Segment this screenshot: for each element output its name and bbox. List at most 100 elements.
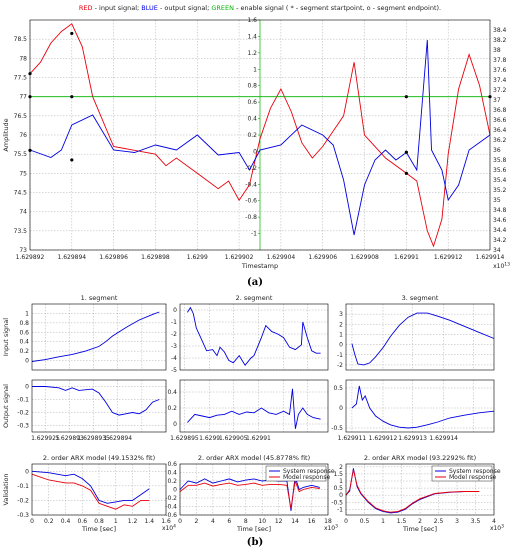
middle-tick-label: 1 [253,66,257,73]
plot-frame [345,379,495,433]
x-tick-label: 1.629898 [141,254,170,261]
x-exponent-label: x103 [324,524,338,533]
middle-tick-label: 0.4 [247,116,257,123]
x-tick-label: 1.629908 [350,254,379,261]
y-tick-label: -0.2 [17,497,29,504]
x-tick-label: 1.629911 [338,435,367,442]
x-tick-label: 1.629913 [398,435,427,442]
series-model-response [31,473,150,510]
x-tick-label: 3 [455,518,459,525]
plot-frame [179,303,329,371]
middle-tick-label: -1 [251,231,257,238]
middle-tick-label: 0.6 [247,99,257,106]
x-tick-label: 1.629896 [99,254,128,261]
series-line [31,311,160,362]
y-tick-label: 0 [339,342,343,349]
x-tick-label: 1.4 [144,518,154,525]
x-tick-label: 3.5 [471,518,481,525]
y-tick-label: -0.2 [165,495,177,502]
series-line [32,386,160,416]
validation-plot-3: 0 0.5 1 1.5 2 2.5 3 3.5 4-1-0.500.511.522. order… [331,454,504,533]
x-tick-label: 16 [308,518,316,525]
y-right-tick-label: 37 [493,97,501,104]
y-right-tick-label: 36.4 [493,127,507,134]
middle-tick-label: 0 [253,148,257,155]
y-left-tick-label: 77.5 [14,75,28,82]
y-tick-label: 0.4 [167,389,177,396]
x-tick-label: 0.6 [77,518,87,525]
plot-title: 1. segment [81,294,118,302]
y-tick-label: -0.6 [165,512,177,519]
series-line [187,306,321,366]
x-exponent-label: x103 [490,524,504,533]
middle-tick-label: 1.6 [247,17,257,24]
plot-frame [179,379,329,433]
y-right-tick-label: 36.2 [493,137,507,144]
y-axis-label: Validation [2,473,10,505]
x-tick-label: 0.2 [44,518,54,525]
y-tick-label: 0 [173,421,177,428]
y-tick-label: 0.5 [333,385,343,392]
segment-endpoint-marker [70,158,74,162]
y-tick-label: 0 [339,492,343,499]
y-tick-label: -0.1 [17,483,29,490]
x-tick-label: 6 [227,518,231,525]
x-axis-label: Time [sec] [402,525,437,533]
y-right-tick-label: 37.2 [493,87,507,94]
x-tick-label: 1.5 [397,518,407,525]
y-axis-label: Amplitude [2,118,10,151]
chart-title: RED - input signal; BLUE - output signal… [79,4,441,12]
y-right-tick-label: 38.2 [493,37,507,44]
main-signal-chart: RED - input signal; BLUE - output signal… [2,4,510,270]
y-tick-label: -2 [337,362,343,369]
plot-title: 3. segment [402,294,439,302]
y-tick-label: -0.1 [17,397,29,404]
y-left-tick-label: 78.5 [14,36,28,43]
x-tick-label: 0 [344,518,348,525]
y-axis-label: Input signal [2,318,10,356]
y-tick-label: -2 [171,331,177,338]
y-right-tick-label: 36.6 [493,117,507,124]
segment-endpoint-marker [70,31,74,36]
x-tick-label: 1.629906 [308,254,337,261]
y-right-tick-label: 35.8 [493,157,507,164]
y-right-tick-label: 38 [493,47,501,54]
x-tick-label: 1.629912 [434,254,463,261]
y-tick-label: 0.5 [333,485,343,492]
x-axis-label: Time [sec] [236,525,271,533]
x-tick-label: 1.62991 [246,435,271,442]
y-tick-label: -0.3 [17,512,29,519]
legend-entry: Model response [449,474,496,481]
x-axis-label: Time [sec] [81,525,116,533]
y-left-tick-label: 73 [19,247,27,254]
plot-frame [179,463,329,516]
validation-plot-1: 0 0.2 0.4 0.6 0.8 1 1.2 1.4 1.6-0.3-0.2-0.102. o… [2,454,176,533]
plot-frame [31,379,167,433]
x-tick-label: 0.5 [360,518,370,525]
series-input-signal [29,23,491,248]
y-right-tick-label: 36.8 [493,107,507,114]
plot-title: 2. order ARX model (93.2292% fit) [364,454,476,462]
x-tick-label: 12 [275,518,283,525]
x-tick-label: 4 [211,518,215,525]
y-left-tick-label: 74 [19,209,27,216]
y-tick-label: 0 [173,487,177,494]
x-tick-label: 1.629894 [57,254,86,261]
y-right-tick-label: 36 [493,147,501,154]
y-axis-label: Output signal [2,384,10,428]
y-tick-label: -5 [171,367,177,374]
y-tick-label: 1 [339,478,343,485]
y-tick-label: 1 [25,310,29,317]
y-tick-label: 0 [25,468,29,475]
x-tick-label: 1.6 [161,518,171,525]
middle-tick-label: -0.8 [245,214,257,221]
y-right-tick-label: 37.4 [493,77,507,84]
y-tick-label: 0.8 [19,320,29,327]
plot-frame [345,463,495,516]
y-right-tick-label: 35.6 [493,167,507,174]
y-tick-label: 0.4 [167,470,177,477]
figure-a-label: (a) [247,277,263,288]
x-tick-label: 1.629912 [369,435,398,442]
